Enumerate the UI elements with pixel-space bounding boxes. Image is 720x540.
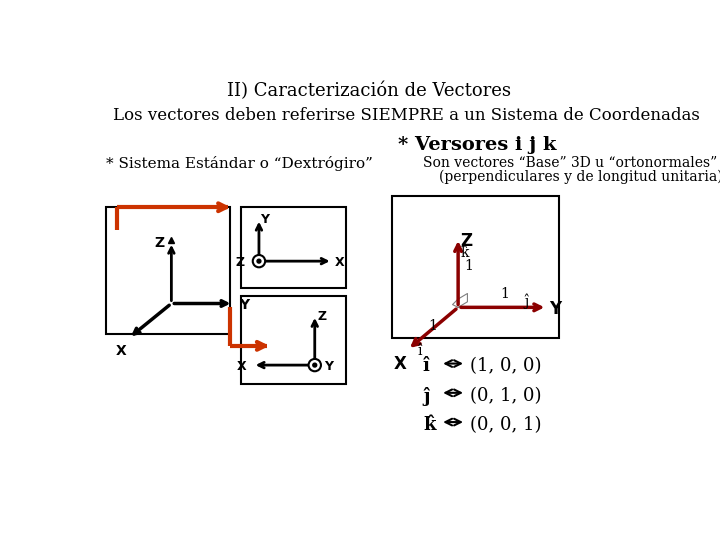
Text: Son vectores “Base” 3D u “ortonormales”: Son vectores “Base” 3D u “ortonormales” [423,156,718,170]
Text: II) Caracterización de Vectores: II) Caracterización de Vectores [227,82,511,100]
Circle shape [257,259,261,263]
Text: k̂: k̂ [423,416,436,434]
Text: ĵ: ĵ [423,387,430,406]
Text: 1: 1 [428,320,438,333]
Bar [106,207,230,334]
Bar [392,195,559,338]
Circle shape [312,363,317,367]
Text: Z: Z [236,256,245,269]
Text: * Sistema Estándar o “Dextrógiro”: * Sistema Estándar o “Dextrógiro” [106,156,372,171]
Bar [241,296,346,384]
Text: Y: Y [261,213,269,226]
Text: î: î [423,357,430,375]
Text: 1: 1 [464,259,473,273]
Text: î: î [418,345,423,359]
Text: Y: Y [240,298,250,312]
Text: ĵ: ĵ [524,294,528,309]
Bar [241,207,346,288]
Text: Z: Z [155,236,165,249]
Text: X: X [394,355,406,373]
Text: * Versores i j k: * Versores i j k [398,137,557,154]
Text: (perpendiculares y de longitud unitaria): (perpendiculares y de longitud unitaria) [438,170,720,184]
Text: Y: Y [549,300,562,318]
Text: X: X [116,343,127,357]
Circle shape [309,359,321,372]
Text: (0, 1, 0): (0, 1, 0) [469,387,541,404]
Circle shape [253,255,265,267]
Text: Y: Y [324,360,333,373]
Text: (0, 0, 1): (0, 0, 1) [469,416,541,434]
Text: k̂: k̂ [461,246,469,260]
Text: X: X [335,256,345,269]
Text: 1: 1 [500,287,510,301]
Text: X: X [237,360,246,373]
Text: Los vectores deben referirse SIEMPRE a un Sistema de Coordenadas: Los vectores deben referirse SIEMPRE a u… [113,107,700,124]
Text: Z: Z [317,309,326,323]
Text: (1, 0, 0): (1, 0, 0) [469,357,541,375]
Text: Z: Z [461,232,472,250]
